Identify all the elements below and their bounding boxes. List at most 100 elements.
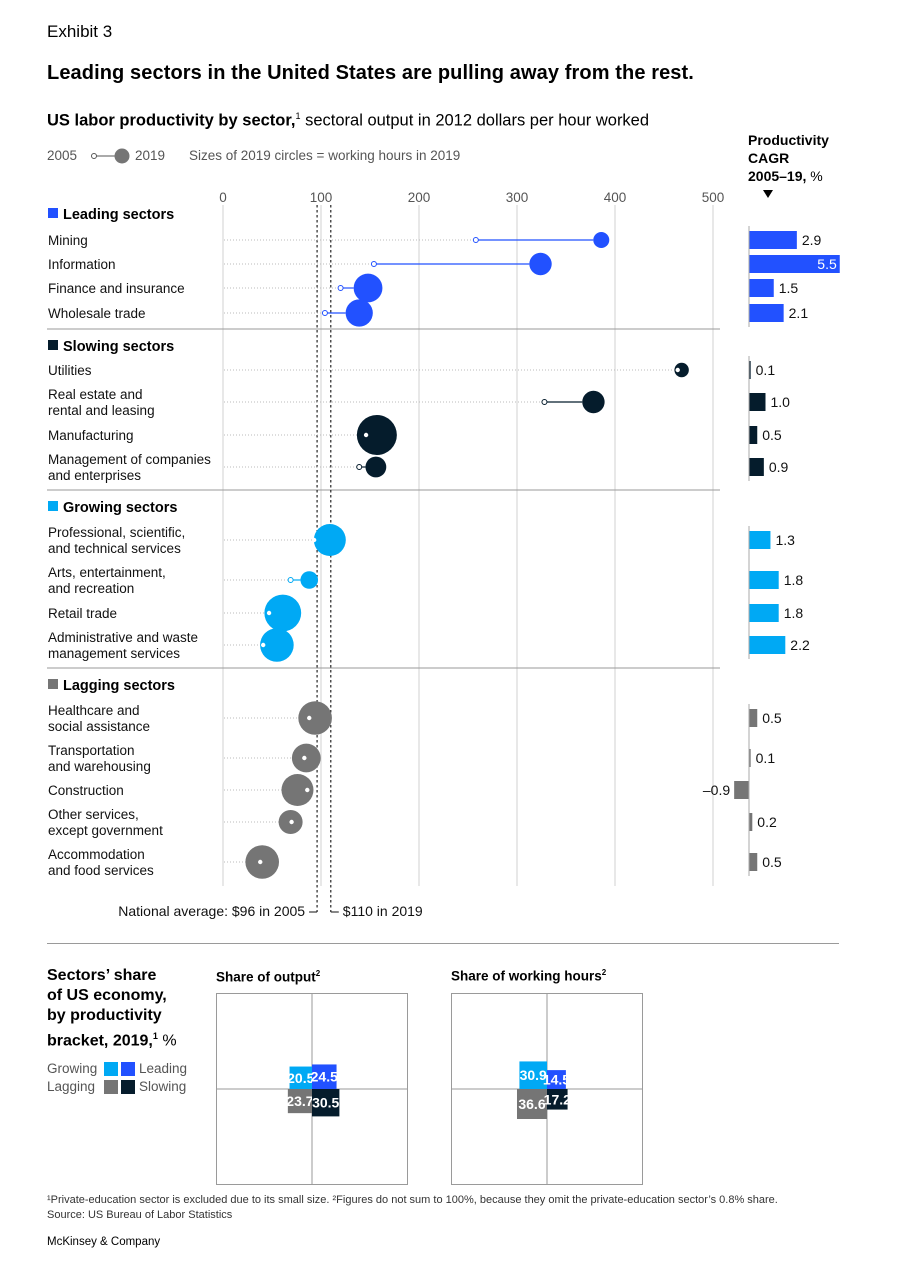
cagr-bar: [749, 255, 840, 273]
legend-lagging-swatch: [104, 1080, 118, 1094]
sector-label: Mining: [48, 233, 88, 248]
sector-label: management services: [48, 646, 180, 661]
x-tick-label: 0: [219, 190, 227, 205]
marker-2005: [363, 432, 369, 438]
sector-label: except government: [48, 823, 163, 838]
cagr-value-label: 0.1: [756, 750, 776, 766]
legend-lagging-label: Lagging: [47, 1079, 96, 1094]
marker-2005: [370, 261, 377, 267]
sector-label: Accommodation: [48, 847, 145, 862]
cagr-value-label: 0.2: [757, 814, 777, 830]
cagr-bar: [749, 304, 784, 322]
sector-label: social assistance: [48, 719, 150, 734]
share-square-growing: [289, 1066, 312, 1089]
group-header: Leading sectors: [63, 207, 174, 223]
cagr-bar: [749, 853, 758, 871]
output-panel-title: Share of output2: [216, 969, 320, 985]
cagr-value-label: 0.9: [769, 459, 789, 475]
national-average-2005-label: National average: $96 in 2005: [118, 903, 305, 919]
sector-label: and recreation: [48, 581, 134, 596]
legend-2019-label: 2019: [135, 148, 166, 163]
sector-label: and technical services: [48, 541, 181, 556]
share-title-line-1: Sectors’ share: [47, 967, 157, 984]
cagr-bar: [749, 636, 786, 654]
triangle-down-icon: [763, 190, 773, 198]
group-header: Lagging sectors: [63, 678, 175, 694]
national-average-2019-label: $110 in 2019: [343, 903, 423, 919]
sector-label: Healthcare and: [48, 703, 140, 718]
legend-growing-label: Growing: [47, 1061, 98, 1076]
share-square-leading: [547, 1070, 566, 1089]
bubble-2019: [298, 701, 332, 735]
group-swatch: [48, 501, 58, 511]
group-header: Slowing sectors: [63, 339, 174, 355]
cagr-bar: [749, 571, 779, 589]
group-swatch: [48, 208, 58, 218]
cagr-bar: [749, 458, 764, 476]
bubble-2019: [313, 524, 346, 556]
share-square-slowing: [547, 1089, 568, 1110]
marker-2005: [287, 577, 294, 583]
share-square-growing: [519, 1061, 547, 1089]
share-value-leading: 14.5: [543, 1072, 570, 1088]
sector-label: Administrative and waste: [48, 630, 198, 645]
sector-label: Information: [48, 257, 116, 272]
cagr-header: Productivity CAGR 2005–19, %: [748, 131, 829, 203]
x-tick-label: 500: [702, 190, 725, 205]
sector-label: Manufacturing: [48, 428, 134, 443]
bubble-2019: [365, 456, 387, 478]
marker-2005: [266, 610, 272, 616]
page-title: Leading sectors in the United States are…: [47, 62, 694, 84]
cagr-value-label: 2.1: [789, 305, 809, 321]
bubble-2019: [300, 571, 319, 589]
cagr-value-label: 0.5: [762, 854, 782, 870]
share-value-lagging: 23.7: [286, 1093, 313, 1109]
cagr-bar: [749, 361, 751, 379]
legend-growing-swatch: [104, 1062, 118, 1076]
cagr-value-label: 0.5: [762, 710, 782, 726]
x-tick-label: 400: [604, 190, 627, 205]
cagr-value-label: 1.5: [779, 280, 799, 296]
legend-size-note: Sizes of 2019 circles = working hours in…: [189, 148, 461, 163]
x-tick-label: 200: [408, 190, 431, 205]
cagr-header-line2: CAGR: [748, 150, 790, 166]
share-of-output-chart: 20.524.5 23.730.5: [216, 993, 408, 1185]
legend-connector-icon: [91, 148, 130, 164]
subtitle-footnote-marker: 1: [295, 111, 301, 121]
marker-2005: [302, 755, 307, 761]
cagr-header-line3: 2005–19,: [748, 168, 807, 184]
section-divider: [47, 943, 839, 944]
marker-2005: [541, 399, 548, 405]
bubble-2019: [281, 774, 314, 806]
cagr-value-label: 0.1: [756, 362, 776, 378]
share-value-growing: 30.9: [520, 1067, 547, 1083]
share-of-hours-chart: 30.914.5 36.617.2: [451, 993, 643, 1185]
hours-panel-title: Share of working hours2: [451, 968, 606, 984]
bubble-2019: [674, 362, 689, 378]
group-header: Growing sectors: [63, 500, 177, 516]
cagr-bar: [749, 231, 797, 249]
cagr-value-label: 2.9: [802, 232, 822, 248]
cagr-bar: [749, 426, 758, 444]
subtitle-rest: sectoral output in 2012 dollars per hour…: [300, 111, 650, 130]
marker-2005: [258, 859, 263, 865]
x-tick-label: 300: [506, 190, 529, 205]
sector-label: Other services,: [48, 807, 139, 822]
sector-label: and warehousing: [48, 759, 151, 774]
sector-label: and food services: [48, 863, 154, 878]
footnote: ¹Private-education sector is excluded du…: [47, 1193, 778, 1223]
share-title-line-3: by productivity: [47, 1007, 162, 1024]
footnote-source: Source: US Bureau of Labor Statistics: [47, 1209, 233, 1221]
cagr-bar: [749, 813, 753, 831]
sector-label: Real estate and: [48, 387, 143, 402]
exhibit-label: Exhibit 3: [47, 22, 113, 41]
chart-subtitle: US labor productivity by sector,1 sector…: [47, 111, 649, 131]
share-value-growing: 20.5: [287, 1070, 314, 1086]
footnote-line-1: ¹Private-education sector is excluded du…: [47, 1194, 778, 1206]
cagr-bar: [749, 531, 771, 549]
share-square-leading: [312, 1064, 337, 1089]
bubble-2019: [582, 390, 605, 414]
share-square-lagging: [287, 1089, 312, 1114]
sector-label: Transportation: [48, 743, 135, 758]
hours-panel-title-sup: 2: [601, 968, 607, 977]
